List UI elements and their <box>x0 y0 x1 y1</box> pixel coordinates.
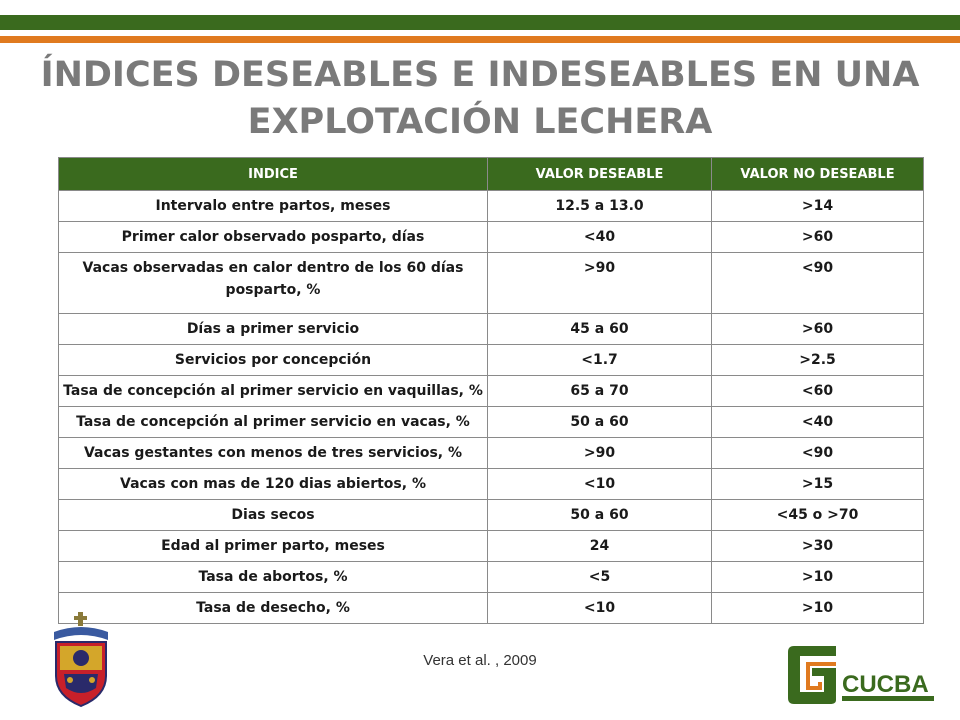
table-row: Vacas con mas de 120 dias abiertos, % <1… <box>58 468 924 500</box>
cell-indice: Primer calor observado posparto, días <box>58 221 488 253</box>
cell-deseable: <10 <box>487 592 712 624</box>
cell-deseable: 45 a 60 <box>487 313 712 345</box>
top-orange-bar <box>0 36 960 43</box>
cell-indice: Dias secos <box>58 499 488 531</box>
cell-indice: Vacas gestantes con menos de tres servic… <box>58 437 488 469</box>
cell-deseable: >90 <box>487 437 712 469</box>
cell-deseable: >90 <box>487 252 712 314</box>
table-row: Dias secos 50 a 60 <45 o >70 <box>58 499 924 531</box>
cell-no-deseable: >14 <box>711 190 924 222</box>
cell-no-deseable: >60 <box>711 313 924 345</box>
cell-deseable: <1.7 <box>487 344 712 376</box>
cell-indice: Tasa de concepción al primer servicio en… <box>58 375 488 407</box>
table-row: Edad al primer parto, meses 24 >30 <box>58 530 924 562</box>
table-row: Servicios por concepción <1.7 >2.5 <box>58 344 924 376</box>
table-row: Tasa de abortos, % <5 >10 <box>58 561 924 593</box>
cell-no-deseable: >10 <box>711 561 924 593</box>
cell-deseable: 65 a 70 <box>487 375 712 407</box>
header-indice: INDICE <box>58 157 488 191</box>
cell-no-deseable: <45 o >70 <box>711 499 924 531</box>
cell-deseable: <40 <box>487 221 712 253</box>
table-row: Intervalo entre partos, meses 12.5 a 13.… <box>58 190 924 222</box>
table-row: Vacas observadas en calor dentro de los … <box>58 252 924 314</box>
cell-no-deseable: >10 <box>711 592 924 624</box>
cell-deseable: <10 <box>487 468 712 500</box>
cell-deseable: 24 <box>487 530 712 562</box>
cell-deseable: 50 a 60 <box>487 406 712 438</box>
table-row: Vacas gestantes con menos de tres servic… <box>58 437 924 469</box>
cucba-logo-text: CUCBA <box>842 671 929 698</box>
cell-no-deseable: >60 <box>711 221 924 253</box>
cell-deseable: <5 <box>487 561 712 593</box>
table-row: Tasa de concepción al primer servicio en… <box>58 406 924 438</box>
cell-indice: Edad al primer parto, meses <box>58 530 488 562</box>
cell-indice: Días a primer servicio <box>58 313 488 345</box>
cell-no-deseable: >2.5 <box>711 344 924 376</box>
cell-no-deseable: <60 <box>711 375 924 407</box>
table-row: Días a primer servicio 45 a 60 >60 <box>58 313 924 345</box>
source-citation: Vera et al. , 2009 <box>423 652 537 669</box>
cell-indice: Tasa de desecho, % <box>58 592 488 624</box>
top-green-bar <box>0 15 960 30</box>
table-header-row: INDICE VALOR DESEABLE VALOR NO DESEABLE <box>58 157 924 191</box>
cell-indice: Vacas con mas de 120 dias abiertos, % <box>58 468 488 500</box>
cell-indice: Servicios por concepción <box>58 344 488 376</box>
cell-no-deseable: >15 <box>711 468 924 500</box>
header-valor-no-deseable: VALOR NO DESEABLE <box>711 157 924 191</box>
table-row: Primer calor observado posparto, días <4… <box>58 221 924 253</box>
header-valor-deseable: VALOR DESEABLE <box>487 157 712 191</box>
cell-no-deseable: <90 <box>711 437 924 469</box>
cell-deseable: 12.5 a 13.0 <box>487 190 712 222</box>
title-line-1: ÍNDICES DESEABLES E INDESEABLES EN UNA <box>40 55 920 95</box>
cucba-logo: CUCBA <box>788 646 934 704</box>
title-line-2: EXPLOTACIÓN LECHERA <box>247 102 713 142</box>
page-title: ÍNDICES DESEABLES E INDESEABLES EN UNA E… <box>40 52 920 146</box>
indices-table: INDICE VALOR DESEABLE VALOR NO DESEABLE … <box>58 157 924 624</box>
table-row: Tasa de desecho, % <10 >10 <box>58 592 924 624</box>
cell-no-deseable: >30 <box>711 530 924 562</box>
cell-indice: Tasa de concepción al primer servicio en… <box>58 406 488 438</box>
cell-indice: Vacas observadas en calor dentro de los … <box>58 252 488 314</box>
cell-no-deseable: <90 <box>711 252 924 314</box>
cell-indice: Intervalo entre partos, meses <box>58 190 488 222</box>
university-shield-logo <box>54 612 108 708</box>
cell-deseable: 50 a 60 <box>487 499 712 531</box>
cell-no-deseable: <40 <box>711 406 924 438</box>
cell-indice: Tasa de abortos, % <box>58 561 488 593</box>
table-row: Tasa de concepción al primer servicio en… <box>58 375 924 407</box>
